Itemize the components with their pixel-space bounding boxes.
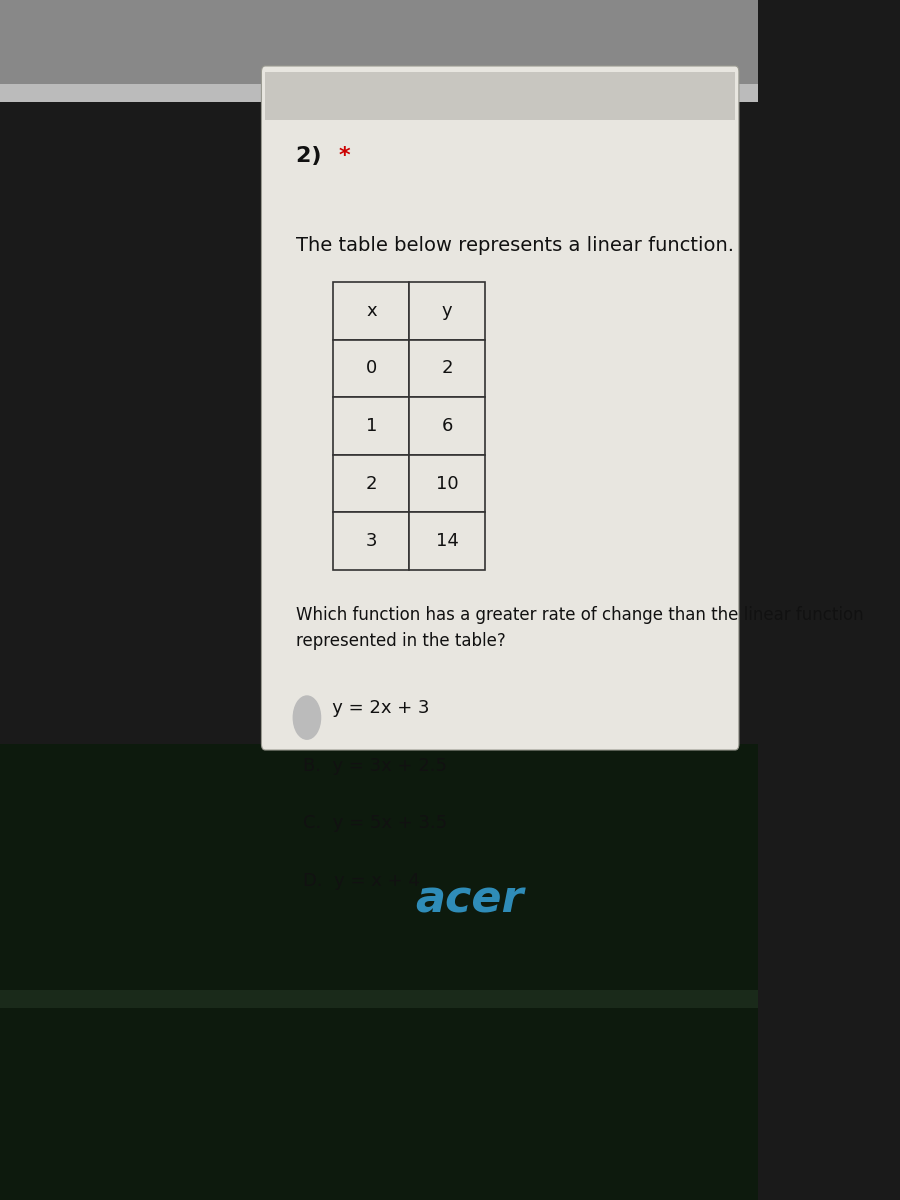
Bar bbox=[410, 340, 485, 397]
Text: The table below represents a linear function.: The table below represents a linear func… bbox=[295, 236, 734, 256]
Text: x: x bbox=[366, 301, 377, 319]
Text: y: y bbox=[442, 301, 453, 319]
Text: A.  y = 2x + 3: A. y = 2x + 3 bbox=[303, 698, 429, 716]
Text: acer: acer bbox=[416, 878, 524, 922]
Text: 6: 6 bbox=[441, 416, 453, 434]
Text: 1: 1 bbox=[365, 416, 377, 434]
Text: 0: 0 bbox=[365, 359, 377, 377]
Text: 2: 2 bbox=[365, 474, 377, 492]
Text: 2): 2) bbox=[295, 146, 328, 166]
Bar bbox=[0, 990, 758, 1008]
Bar bbox=[410, 282, 485, 340]
Bar bbox=[0, 0, 758, 84]
Bar bbox=[334, 512, 410, 570]
Bar bbox=[410, 512, 485, 570]
Text: 14: 14 bbox=[436, 532, 459, 550]
Bar bbox=[0, 744, 758, 1200]
Text: 10: 10 bbox=[436, 474, 458, 492]
Text: C.  y = 5x + 3.5: C. y = 5x + 3.5 bbox=[303, 814, 447, 833]
Bar bbox=[410, 455, 485, 512]
Bar bbox=[334, 397, 410, 455]
Bar bbox=[334, 455, 410, 512]
Bar bbox=[334, 340, 410, 397]
Text: *: * bbox=[338, 146, 350, 166]
Text: B.  y = 3x + 2.5: B. y = 3x + 2.5 bbox=[303, 756, 447, 775]
Bar bbox=[0, 84, 758, 102]
Bar bbox=[410, 397, 485, 455]
Bar bbox=[334, 282, 410, 340]
Circle shape bbox=[293, 696, 320, 739]
FancyBboxPatch shape bbox=[262, 66, 739, 750]
Text: 3: 3 bbox=[365, 532, 377, 550]
Text: 2: 2 bbox=[441, 359, 453, 377]
Text: D.  y = x + 4: D. y = x + 4 bbox=[303, 871, 420, 889]
Bar bbox=[266, 72, 735, 120]
Text: Which function has a greater rate of change than the linear function
represented: Which function has a greater rate of cha… bbox=[295, 606, 863, 650]
